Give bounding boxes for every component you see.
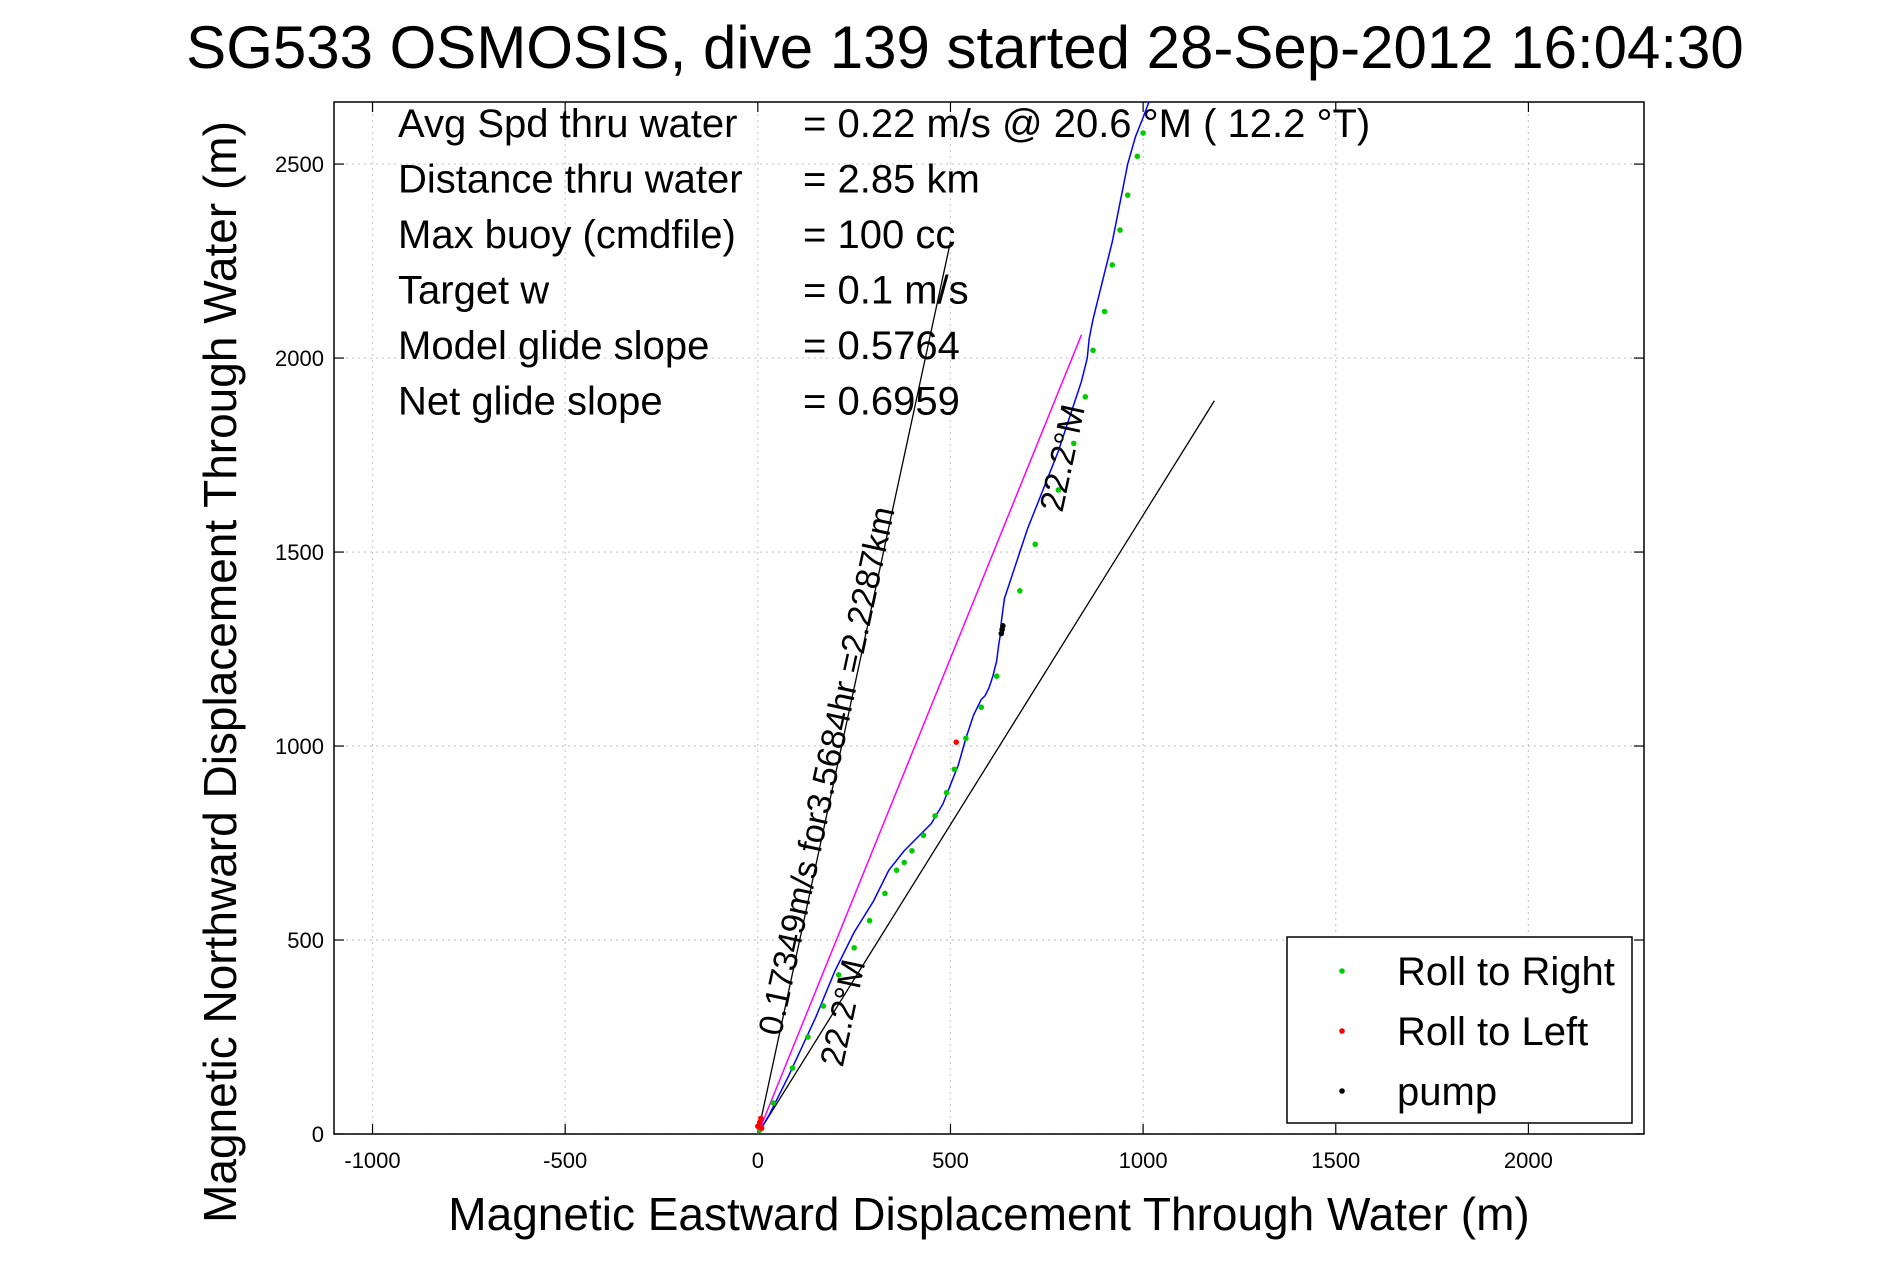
point-roll-to-right (920, 832, 927, 839)
point-roll-to-right (770, 1100, 777, 1106)
legend-items: Roll to Right Roll to Left pump (1339, 950, 1615, 1114)
plot-area-frame (333, 101, 1645, 1135)
point-roll-to-right (951, 766, 958, 773)
legend-marker (1339, 1028, 1345, 1034)
data-series (755, 101, 1150, 1135)
point-roll-to-right (993, 673, 1000, 679)
point-roll-to-right (1055, 487, 1062, 493)
point-roll-to-right (909, 847, 915, 854)
point-roll-to-right (789, 1065, 796, 1071)
legend-label: Roll to Left (1397, 1010, 1588, 1054)
stat-label: Avg Spd thru water (398, 102, 737, 146)
point-roll-to-right (1090, 347, 1096, 354)
point-roll-to-right (963, 735, 969, 742)
point-roll-to-left (758, 1125, 765, 1131)
y-tick-label: 500 (287, 928, 324, 953)
point-roll-to-right (805, 1034, 811, 1040)
point-roll-to-right (978, 704, 985, 711)
annotations: 0.17349m/s for3.5684hr =2.2287km22.2°M22… (752, 401, 1093, 1069)
x-axis-ticks: -1000 -500 0 500 1000 1500 2000 (344, 102, 1553, 1173)
point-roll-to-right (901, 859, 908, 866)
point-roll-to-right (882, 890, 888, 897)
point-roll-to-right (1032, 541, 1039, 548)
x-tick-label: 0 (752, 1148, 764, 1173)
legend-marker (1339, 1088, 1345, 1094)
point-roll-to-right (893, 867, 900, 873)
x-tick-label: -500 (543, 1148, 587, 1173)
x-tick-label: 2000 (1504, 1148, 1553, 1173)
reference-line (757, 400, 1215, 1135)
y-axis-label: Magnetic Northward Displacement Through … (194, 121, 246, 1223)
stat-label: Target w (398, 269, 549, 313)
chart-title: SG533 OSMOSIS, dive 139 started 28-Sep-2… (186, 14, 1744, 81)
legend-label: Roll to Right (1397, 950, 1615, 994)
y-tick-label: 1500 (275, 540, 324, 565)
y-tick-label: 0 (312, 1122, 324, 1147)
series-line-track (757, 101, 1150, 1135)
point-roll-to-right (932, 813, 938, 819)
reference-lines (757, 241, 1215, 1135)
x-tick-label: 1500 (1311, 1148, 1360, 1173)
stat-value: = 0.6959 (803, 380, 960, 424)
y-tick-label: 2000 (275, 346, 324, 371)
x-tick-label: 500 (932, 1148, 969, 1173)
point-roll-to-right (851, 944, 857, 951)
annotation-2: 22.2°M (1033, 401, 1093, 515)
point-roll-to-right (943, 789, 950, 796)
point-roll-to-right (835, 972, 842, 978)
point-pump (1000, 622, 1006, 629)
stat-value: = 0.5764 (803, 324, 960, 368)
point-roll-to-left (953, 739, 960, 745)
y-tick-label: 1000 (275, 734, 324, 759)
reference-line (757, 241, 952, 1135)
point-roll-to-right (866, 917, 873, 924)
point-roll-to-right (1101, 308, 1108, 315)
point-roll-to-right (1134, 153, 1141, 160)
y-tick-label: 2500 (275, 152, 324, 177)
point-roll-to-right (1117, 227, 1123, 233)
annotation-1: 0.17349m/s for3.5684hr =2.2287km (752, 503, 903, 1039)
point-roll-to-right (1082, 394, 1089, 400)
stat-label: Net glide slope (398, 380, 663, 424)
stat-label: Max buoy (cmdfile) (398, 213, 736, 257)
stat-value: = 100 cc (803, 213, 955, 257)
point-roll-to-left (758, 1115, 764, 1122)
stats-block: Avg Spd thru water = 0.22 m/s @ 20.6 °M (… (398, 102, 1370, 424)
point-roll-to-right (820, 1003, 827, 1009)
x-tick-label: -1000 (344, 1148, 400, 1173)
stat-value: = 0.22 m/s @ 20.6 °M ( 12.2 °T) (803, 102, 1370, 146)
point-roll-to-right (1109, 262, 1116, 268)
point-roll-to-right (1070, 440, 1077, 447)
legend-marker (1339, 968, 1345, 974)
point-roll-to-right (1124, 192, 1131, 198)
stat-value: = 0.1 m/s (803, 269, 969, 313)
point-roll-to-right (1017, 588, 1023, 594)
series-line-commanded (757, 334, 1083, 1135)
stat-value: = 2.85 km (803, 158, 980, 202)
x-tick-label: 1000 (1119, 1148, 1168, 1173)
stat-label: Distance thru water (398, 158, 743, 202)
y-axis-ticks: 0 500 1000 1500 2000 2500 (275, 152, 1644, 1147)
legend-label: pump (1397, 1070, 1497, 1114)
legend: Roll to Right Roll to Left pump (1286, 936, 1633, 1124)
stat-label: Model glide slope (398, 324, 709, 368)
point-roll-to-right (1140, 130, 1146, 136)
x-axis-label: Magnetic Eastward Displacement Through W… (448, 1188, 1529, 1240)
